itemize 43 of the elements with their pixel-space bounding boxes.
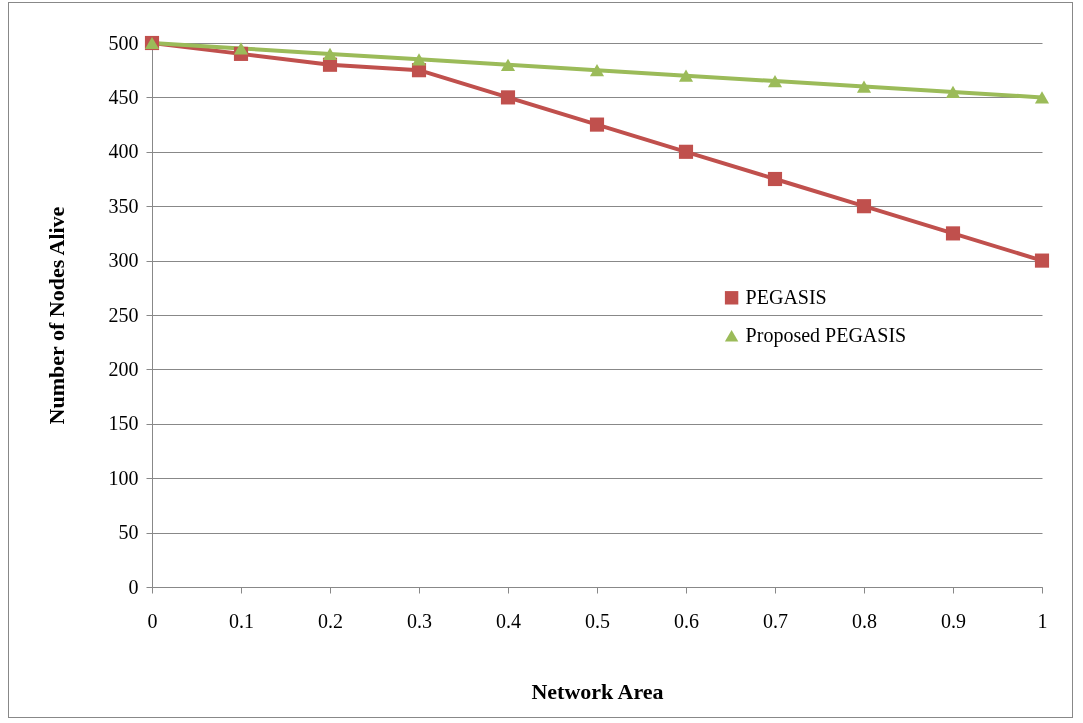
point xyxy=(1034,253,1050,268)
y-tick-label: 500 xyxy=(108,31,139,54)
x-tick-label: 0.8 xyxy=(852,609,877,632)
legend-label: PEGASIS xyxy=(745,285,827,308)
y-tick-label: 300 xyxy=(108,249,139,272)
x-tick-label: 0.6 xyxy=(674,609,699,632)
x-tick-label: 0.2 xyxy=(318,609,343,632)
y-tick-label: 0 xyxy=(128,575,139,598)
x-tick-label: 0.1 xyxy=(229,609,254,632)
point xyxy=(500,58,516,71)
point xyxy=(1034,91,1050,104)
x-tick-label: 0.9 xyxy=(941,609,966,632)
x-tick-label: 0 xyxy=(147,609,158,632)
x-tick-label: 0.7 xyxy=(763,609,788,632)
y-tick-label: 100 xyxy=(108,466,139,489)
point xyxy=(589,64,605,77)
point xyxy=(322,47,338,60)
point xyxy=(233,42,249,55)
x-tick-label: 0.5 xyxy=(585,609,610,632)
point xyxy=(678,69,694,82)
y-tick-label: 150 xyxy=(108,412,139,435)
point xyxy=(767,171,783,187)
y-tick-label: 350 xyxy=(108,194,139,217)
x-tick-label: 1 xyxy=(1037,609,1048,632)
x-axis-title: Network Area xyxy=(531,678,664,704)
point xyxy=(500,90,516,105)
y-axis-title: Number of Nodes Alive xyxy=(43,206,69,425)
point xyxy=(856,80,872,93)
point xyxy=(767,74,783,88)
y-tick-label: 450 xyxy=(108,85,139,108)
legend-label: Proposed PEGASIS xyxy=(745,323,907,347)
y-tick-label: 50 xyxy=(118,521,139,544)
point xyxy=(945,85,961,99)
y-tick-label: 200 xyxy=(108,357,139,380)
point xyxy=(856,199,872,214)
x-tick-label: 0.4 xyxy=(496,609,521,632)
y-tick-label: 400 xyxy=(108,140,139,163)
x-tick-label: 0.3 xyxy=(407,609,432,632)
point xyxy=(411,53,427,66)
y-tick-label: 250 xyxy=(108,303,139,326)
point xyxy=(678,144,694,159)
point xyxy=(589,117,605,132)
point xyxy=(945,226,961,241)
